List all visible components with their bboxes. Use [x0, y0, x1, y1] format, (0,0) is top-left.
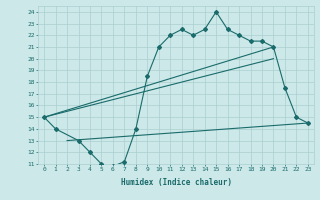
X-axis label: Humidex (Indice chaleur): Humidex (Indice chaleur)	[121, 178, 231, 187]
